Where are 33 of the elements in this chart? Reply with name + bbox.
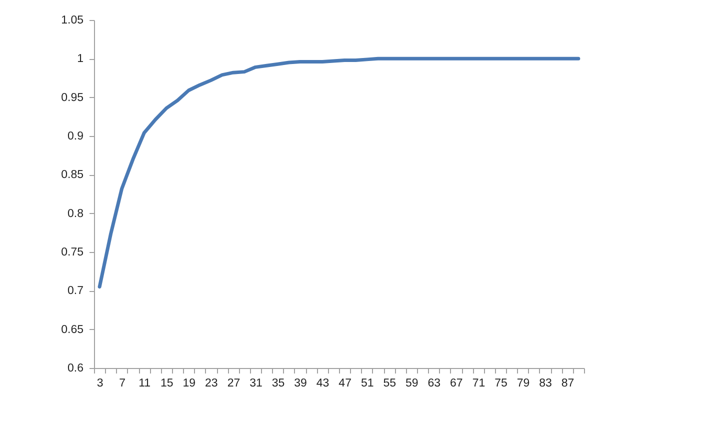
x-tick-label: 11 (138, 378, 151, 390)
x-tick-label: 19 (182, 378, 196, 390)
x-tick-label: 67 (450, 378, 463, 390)
y-tick-label: 0.65 (61, 324, 84, 336)
x-tick-label: 35 (272, 378, 285, 390)
y-tick-label: 0.85 (61, 169, 84, 182)
x-tick-label: 43 (316, 378, 330, 390)
x-tick-label: 23 (205, 378, 218, 390)
y-tick-label: 1.05 (61, 14, 84, 26)
x-tick-label: 75 (494, 378, 508, 390)
x-tick-label: 31 (250, 378, 262, 390)
x-tick-label: 27 (227, 378, 240, 390)
x-tick-label: 7 (119, 378, 126, 390)
x-tick-label: 55 (383, 378, 396, 390)
x-tick-label: 79 (516, 378, 530, 390)
x-tick-label: 83 (539, 378, 552, 390)
x-tick-label: 63 (428, 378, 441, 390)
x-tick-label: 51 (360, 378, 374, 390)
x-tick-label: 3 (96, 378, 104, 390)
y-tick-label: 1 (77, 53, 84, 66)
x-tick-label: 59 (405, 378, 418, 390)
x-tick-label: 87 (561, 378, 574, 390)
y-tick-label: 0.75 (61, 246, 84, 258)
y-tick-label: 0.95 (61, 92, 84, 104)
x-tick-label: 47 (338, 378, 352, 390)
y-tick-label: 0.8 (68, 208, 84, 220)
y-tick-label: 0.7 (68, 285, 84, 298)
y-tick-label: 0.6 (68, 362, 84, 374)
line-series (98, 56, 580, 289)
y-tick-label: 0.9 (68, 130, 84, 142)
x-tick-label: 15 (160, 378, 174, 390)
x-tick-label: 71 (472, 378, 486, 390)
x-tick-label: 39 (294, 378, 307, 390)
